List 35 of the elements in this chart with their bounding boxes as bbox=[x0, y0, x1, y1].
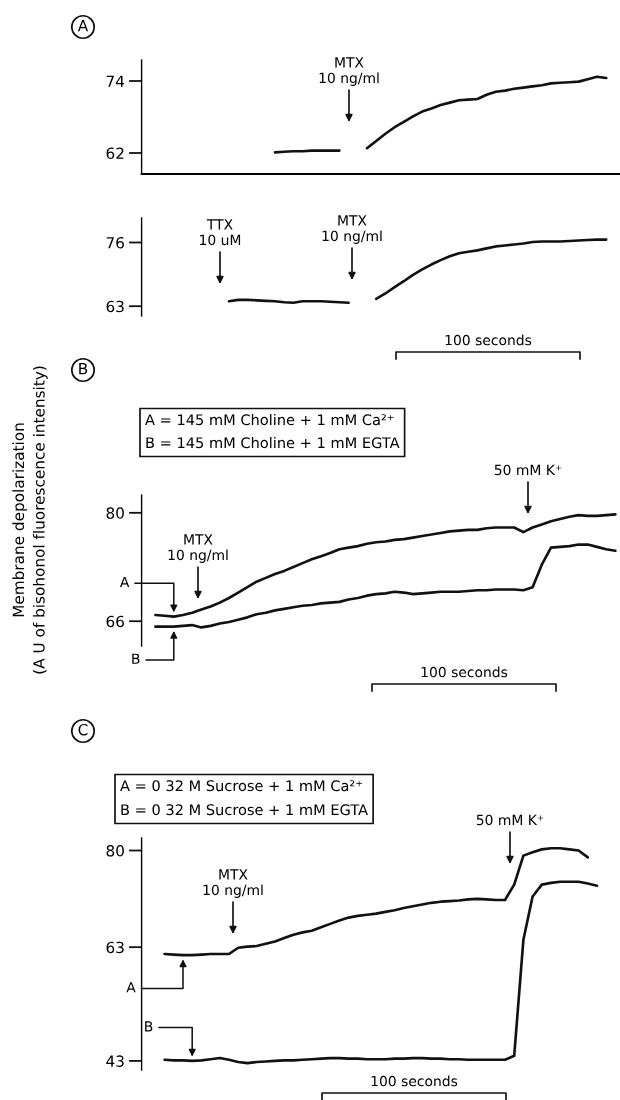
text: B = 0 32 M Sucrose + 1 mM EGTA bbox=[121, 804, 368, 816]
annotation: MTX 10 ng/ml bbox=[168, 534, 228, 563]
text: A bbox=[119, 576, 130, 588]
y-tick-label: 63 bbox=[106, 941, 124, 954]
text: 100 seconds bbox=[371, 1075, 458, 1087]
y-tick-label: 63 bbox=[106, 300, 124, 313]
text: A = 0 32 M Sucrose + 1 mM Ca²⁺ bbox=[120, 780, 362, 792]
text: B bbox=[132, 653, 140, 664]
line-series bbox=[154, 543, 617, 629]
annotation: TTX 10 uM bbox=[200, 219, 241, 246]
annotation: MTX 10 ng/ml bbox=[322, 215, 382, 244]
text: 100 seconds bbox=[445, 334, 532, 346]
line-series bbox=[154, 513, 617, 618]
y-tick-label: 43 bbox=[106, 1055, 124, 1067]
line-series bbox=[163, 846, 590, 957]
annotation: MTX 10 ng/ml bbox=[203, 869, 263, 898]
y-axis-title: Membrane depolarization (A U of bisohonol fluorescence intensity) bbox=[12, 366, 48, 674]
line-series bbox=[163, 880, 599, 1065]
text: 100 seconds bbox=[421, 666, 508, 678]
text: B = 145 mM Choline + 1 mM EGTA bbox=[146, 436, 400, 449]
y-tick-label: 74 bbox=[106, 75, 125, 87]
y-tick-label: 66 bbox=[106, 615, 124, 628]
y-tick-label: 62 bbox=[106, 147, 124, 160]
text: 50 mM K⁺ bbox=[494, 464, 562, 476]
y-tick-label: 80 bbox=[106, 507, 124, 519]
text: B bbox=[145, 1021, 153, 1032]
chart-title: C bbox=[78, 723, 88, 736]
text: 50 mM K⁺ bbox=[476, 814, 544, 826]
text: A bbox=[126, 982, 136, 993]
chart-title: A bbox=[77, 20, 89, 32]
text: A = 145 mM Choline + 1 mM Ca²⁺ bbox=[145, 413, 394, 426]
y-tick-label: 80 bbox=[106, 844, 124, 857]
chart-title: B bbox=[79, 363, 88, 375]
annotation: MTX 10 ng/ml bbox=[319, 57, 379, 86]
y-tick-label: 76 bbox=[106, 236, 124, 249]
